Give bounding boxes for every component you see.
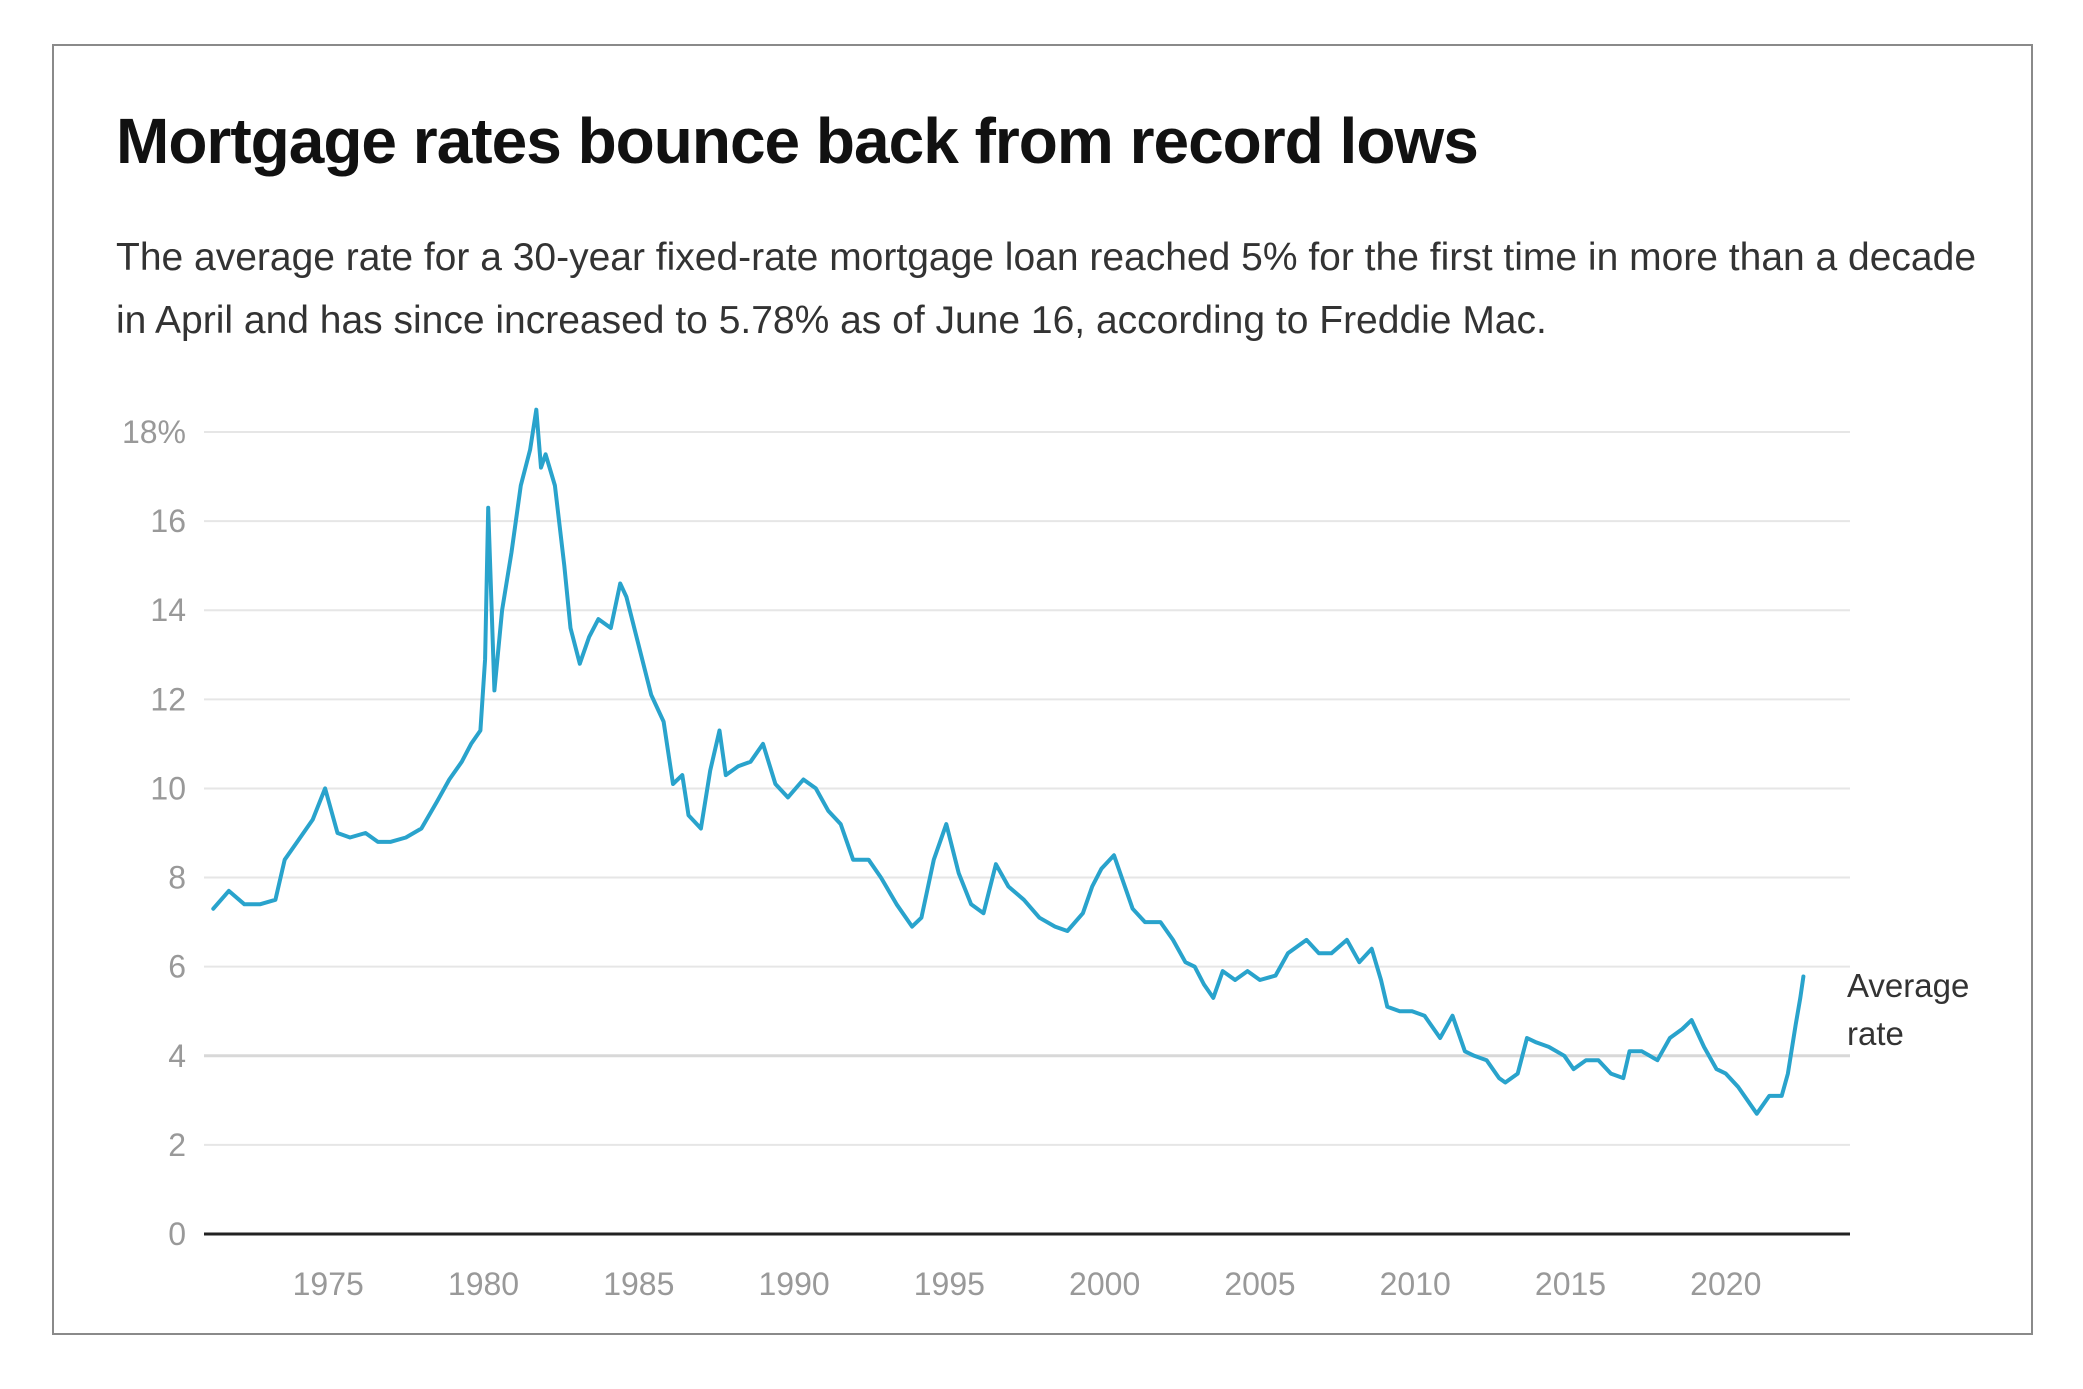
x-axis-ticks: 1975 1980 1985 1990 1995 2000 2005 2010 2015 2020	[293, 1266, 1762, 1302]
x-tick-label: 1975	[293, 1266, 364, 1302]
x-tick-label: 2005	[1224, 1266, 1295, 1302]
chart-title: Mortgage rates bounce back from record l…	[116, 105, 1479, 177]
x-tick-label: 1995	[914, 1266, 985, 1302]
y-axis-ticks: 0 2 4 6 8 10 12 14 16 18%	[122, 414, 186, 1252]
y-tick-label: 10	[150, 770, 186, 806]
y-tick-label: 2	[168, 1127, 186, 1163]
y-tick-label: 18%	[122, 414, 186, 450]
annotation-average: Average	[1847, 967, 1969, 1004]
y-tick-label: 6	[168, 949, 186, 985]
chart-frame	[52, 44, 2033, 1335]
y-tick-label: 4	[168, 1038, 186, 1074]
y-tick-label: 0	[168, 1216, 186, 1252]
y-tick-label: 12	[150, 681, 186, 717]
y-tick-label: 16	[150, 503, 186, 539]
x-tick-label: 2020	[1690, 1266, 1761, 1302]
x-tick-label: 2010	[1380, 1266, 1451, 1302]
grid-lines	[204, 431, 1850, 1146]
y-tick-label: 14	[150, 592, 186, 628]
x-tick-label: 1985	[603, 1266, 674, 1302]
annotation-rate: rate	[1847, 1015, 1904, 1052]
x-tick-label: 1990	[758, 1266, 829, 1302]
series-line-average-rate	[211, 407, 1806, 1116]
chart-subtitle: The average rate for a 30-year fixed-rat…	[116, 236, 1977, 342]
y-tick-label: 8	[168, 860, 186, 896]
x-tick-label: 1980	[448, 1266, 519, 1302]
x-tick-label: 2015	[1535, 1266, 1606, 1302]
x-tick-label: 2000	[1069, 1266, 1140, 1302]
